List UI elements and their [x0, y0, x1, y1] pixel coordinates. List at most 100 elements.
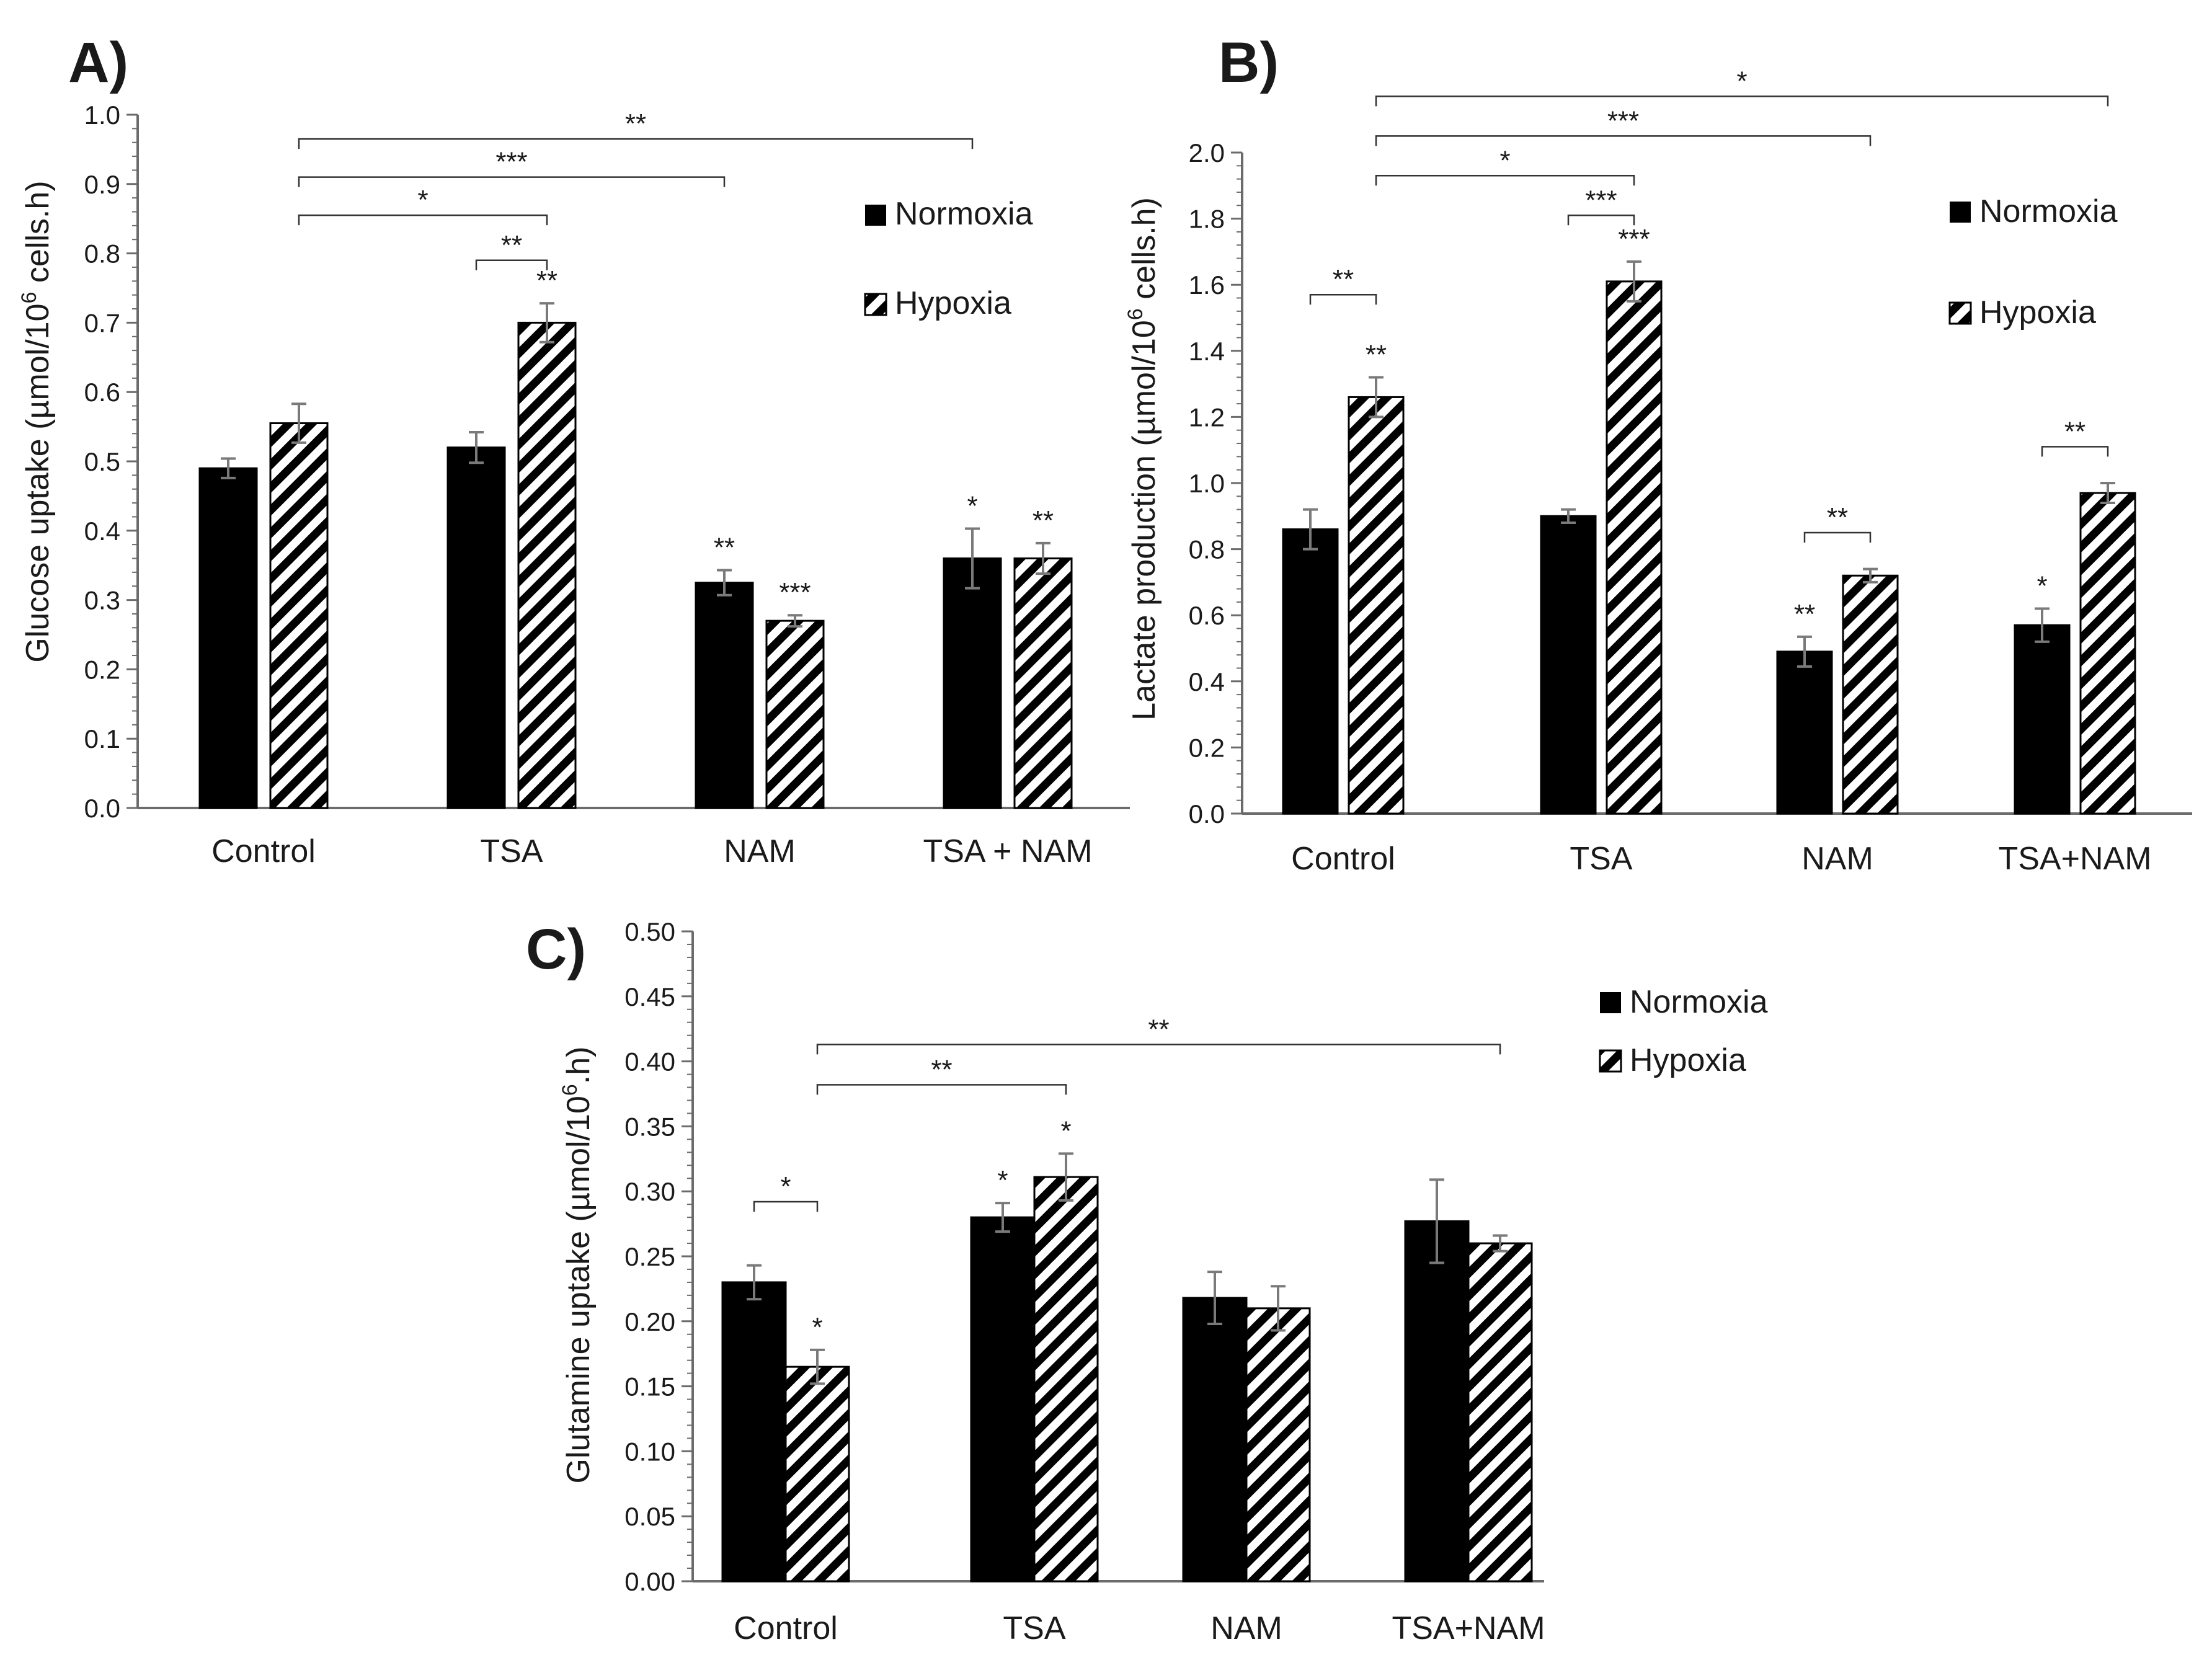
- y-tick-label: 0.20: [624, 1307, 675, 1336]
- significance-bracket: [1375, 95, 2109, 107]
- y-tick-label: 0.15: [624, 1372, 675, 1401]
- significance-bracket: [816, 1084, 1067, 1095]
- legend-label-hypoxia: Hypoxia: [1630, 1042, 1746, 1078]
- significance-star: *: [967, 490, 977, 521]
- y-tick-label: 0.5: [84, 447, 120, 476]
- significance-star: ***: [1618, 224, 1650, 254]
- bar-normoxia-tsa: [1540, 515, 1597, 815]
- y-tick-label: 0.4: [1189, 667, 1225, 696]
- significance-star: *: [2037, 571, 2047, 601]
- x-labels-a: Control TSA NAM TSA + NAM: [211, 833, 1092, 869]
- panel-label-b: B): [1219, 31, 1279, 94]
- y-tick-label: 0.2: [84, 655, 120, 684]
- legend-swatch-normoxia: [1600, 992, 1621, 1013]
- y-axis-title-b: Lactate production (µmol/106 cells.h): [1124, 197, 1162, 721]
- y-tick-label: 0.10: [624, 1437, 675, 1466]
- y-axis-title-tail: cells.h): [1126, 197, 1162, 308]
- y-tick-label: 0.00: [624, 1567, 675, 1596]
- bar-hypoxia-nam: [1842, 574, 1899, 815]
- significance-star: *: [1060, 1116, 1071, 1146]
- bar-normoxia-tsa: [446, 446, 506, 809]
- bar-hypoxia-nam: [765, 619, 825, 809]
- bracket-label: ***: [1585, 185, 1617, 215]
- bar-hypoxia-tsa-nam: [2079, 492, 2136, 815]
- significance-bracket: [1803, 531, 1872, 543]
- legend-label-hypoxia: Hypoxia: [895, 285, 1011, 321]
- x-category-label: TSA+NAM: [1392, 1610, 1545, 1646]
- y-axis-title-main: Glucose uptake (µmol/10: [20, 303, 56, 662]
- significance-star: **: [1033, 505, 1054, 536]
- legend-c: Normoxia Hypoxia: [1599, 984, 1768, 1078]
- y-tick-label: 0.6: [1189, 601, 1225, 630]
- significance-bracket: [2041, 446, 2109, 457]
- svg-text:Lactate production (µmol/106 c: Lactate production (µmol/106 cells.h): [1124, 197, 1162, 721]
- bar-hypoxia-control: [269, 422, 329, 809]
- x-labels-b: Control TSA NAM TSA+NAM: [1291, 841, 2151, 877]
- significance-star: **: [536, 265, 557, 296]
- axes-c: 0.00 0.05 0.10 0.15 0.20 0.25 0.30 0.35 0.40 0.45…: [624, 917, 1544, 1596]
- y-tick-label: 0.0: [1189, 799, 1225, 828]
- y-tick-label: 1.6: [1189, 270, 1225, 300]
- x-category-label: Control: [734, 1610, 838, 1646]
- bar-normoxia-tsa-nam: [2014, 624, 2071, 815]
- legend-swatch-hypoxia: [864, 293, 887, 316]
- brackets-a: ********: [298, 109, 974, 270]
- bar-hypoxia-control: [784, 1365, 850, 1582]
- panel-label-a: A): [68, 31, 128, 94]
- x-category-label: TSA+NAM: [1998, 841, 2151, 877]
- y-axis-title-tail: .h): [561, 1047, 597, 1085]
- bar-hypoxia-tsa: [1606, 280, 1663, 815]
- panel-c: C) Glutamine uptake (µmol/106.h) 0.000.0…: [526, 917, 1768, 1646]
- bar-normoxia-control: [1282, 528, 1339, 815]
- y-tick-label: 0.8: [1189, 535, 1225, 564]
- y-axis-title-tail: cells.h): [20, 180, 56, 291]
- bracket-label: **: [2064, 416, 2085, 446]
- x-category-label: Control: [211, 833, 316, 869]
- bar-normoxia-nam: [1776, 650, 1833, 815]
- legend-swatch-hypoxia: [1599, 1049, 1622, 1073]
- bar-hypoxia-tsa: [1033, 1176, 1099, 1582]
- y-tick-label: 0.7: [84, 308, 120, 337]
- bracket-label: *: [417, 185, 428, 215]
- bracket-label: **: [1148, 1014, 1169, 1044]
- significance-bracket: [298, 214, 548, 226]
- bar-normoxia-control: [721, 1281, 787, 1582]
- y-axis-title-sup: 6: [558, 1084, 582, 1096]
- y-axis-title-main: Lactate production (µmol/10: [1126, 320, 1162, 721]
- y-tick-label: 1.8: [1189, 205, 1225, 234]
- brackets-c: *****: [753, 1014, 1501, 1212]
- significance-star: *: [812, 1312, 822, 1343]
- significance-bracket: [1567, 215, 1635, 226]
- y-axis-title-a: Glucose uptake (µmol/106 cells.h): [17, 180, 56, 662]
- y-tick-label: 0.2: [1189, 733, 1225, 762]
- significance-star: **: [1794, 599, 1815, 629]
- y-tick-label: 0.35: [624, 1112, 675, 1141]
- y-tick-label: 0.50: [624, 917, 675, 946]
- x-category-label: NAM: [1801, 841, 1873, 877]
- bar-normoxia-tsa-nam: [943, 557, 1002, 809]
- y-tick-label: 1.0: [1189, 469, 1225, 498]
- y-tick-label: 1.0: [84, 100, 120, 130]
- significance-bracket: [1375, 175, 1635, 186]
- bar-hypoxia-tsa-nam: [1013, 557, 1073, 809]
- x-category-label: TSA + NAM: [923, 833, 1092, 869]
- bracket-label: ***: [1607, 105, 1639, 136]
- x-category-label: TSA: [480, 833, 543, 869]
- bar-hypoxia-control: [1348, 396, 1405, 815]
- legend-label-hypoxia: Hypoxia: [1979, 295, 2096, 331]
- y-tick-label: 0.1: [84, 724, 120, 753]
- bar-normoxia-tsa: [970, 1216, 1036, 1582]
- y-axis-title-c: Glutamine uptake (µmol/106.h): [558, 1047, 597, 1484]
- x-labels-c: Control TSA NAM TSA+NAM: [734, 1610, 1545, 1646]
- legend-swatch-normoxia: [1950, 202, 1971, 223]
- x-category-label: TSA: [1570, 841, 1632, 877]
- bar-hypoxia-nam: [1245, 1307, 1311, 1582]
- bar-hypoxia-tsa: [517, 321, 577, 809]
- axes-a: 0.0 0.1 0.2 0.3 0.4 0.5 0.6 0.7 0.8 0.9 1.0: [84, 100, 1130, 823]
- legend-label-normoxia: Normoxia: [895, 196, 1033, 232]
- significance-bracket: [298, 176, 726, 187]
- bars-c: * * *: [721, 1116, 1533, 1582]
- significance-star: **: [1366, 339, 1387, 370]
- x-category-label: TSA: [1003, 1610, 1065, 1646]
- panel-a: A) Glucose uptake (µmol/106 cells.h) 0.0…: [17, 31, 1130, 869]
